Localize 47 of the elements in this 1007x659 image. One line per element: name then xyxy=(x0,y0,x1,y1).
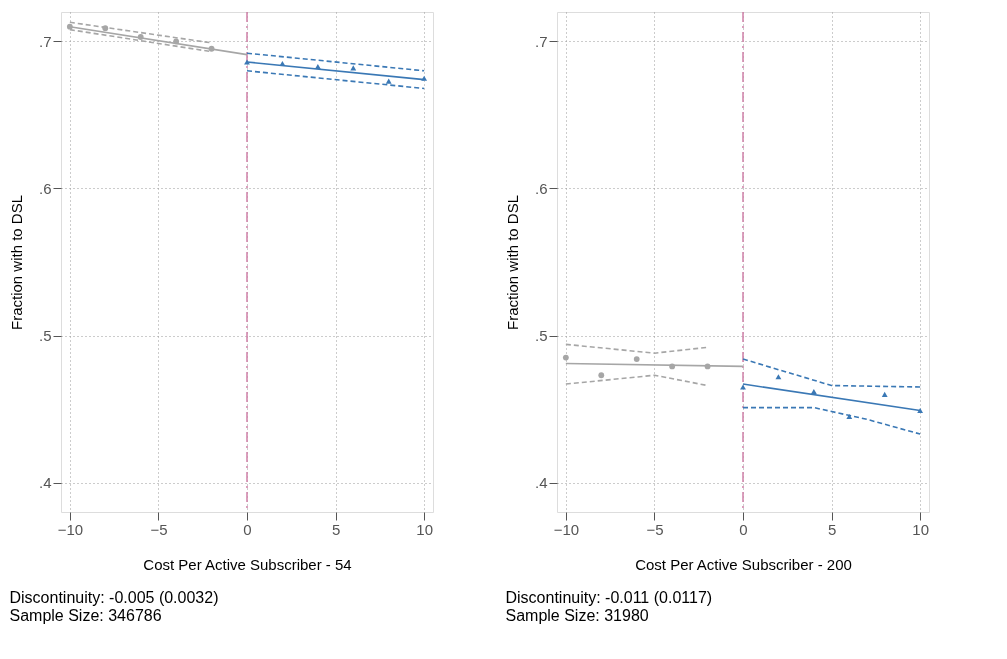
point xyxy=(704,363,711,370)
text: Discontinuity: -0.005 (0.0032) xyxy=(9,589,219,606)
x-tick-label: −5 xyxy=(646,520,664,538)
x-tick-label: 10 xyxy=(416,520,433,538)
y-tick-label: .4 xyxy=(38,474,52,492)
x-tick-label: −10 xyxy=(553,520,580,538)
point xyxy=(633,356,640,362)
point xyxy=(137,34,144,40)
y-axis-title: Fraction with to DSL xyxy=(7,194,25,331)
point xyxy=(421,75,428,81)
point xyxy=(385,78,392,84)
y-tick-label: .5 xyxy=(534,327,548,345)
point xyxy=(810,388,817,394)
point xyxy=(102,25,109,32)
x-axis-title: Cost Per Active Subscriber - 200 xyxy=(635,555,852,573)
point xyxy=(775,374,782,380)
point xyxy=(66,23,73,30)
x-tick-label: 0 xyxy=(739,520,748,538)
point xyxy=(598,372,605,379)
x-axis-title: Cost Per Active Subscriber - 54 xyxy=(143,555,352,573)
point xyxy=(881,391,888,397)
x-tick-label: 0 xyxy=(243,520,252,538)
point xyxy=(562,354,569,361)
point xyxy=(740,384,746,390)
x-tick-label: −10 xyxy=(57,520,84,538)
text: Sample Size: 31980 xyxy=(505,607,649,624)
x-tick-label: −5 xyxy=(150,520,168,538)
y-tick-label: .6 xyxy=(534,179,548,197)
text: Discontinuity: -0.011 (0.0117) xyxy=(505,589,713,606)
point xyxy=(244,59,250,65)
point xyxy=(917,408,924,414)
x-tick-label: 5 xyxy=(827,520,837,538)
y-tick-label: .7 xyxy=(38,32,52,50)
y-tick-label: .6 xyxy=(38,179,52,197)
point xyxy=(846,413,853,419)
point xyxy=(314,63,321,69)
x-tick-label: 5 xyxy=(331,520,341,538)
y-axis-title: Fraction with to DSL xyxy=(503,194,521,331)
y-tick-label: .7 xyxy=(534,32,548,50)
text: Sample Size: 346786 xyxy=(9,607,162,624)
y-tick-label: .4 xyxy=(534,474,548,492)
y-tick-label: .5 xyxy=(38,327,52,345)
point xyxy=(669,363,676,370)
point xyxy=(173,38,180,45)
point xyxy=(208,45,215,52)
x-tick-label: 10 xyxy=(912,520,929,538)
point xyxy=(279,60,286,66)
